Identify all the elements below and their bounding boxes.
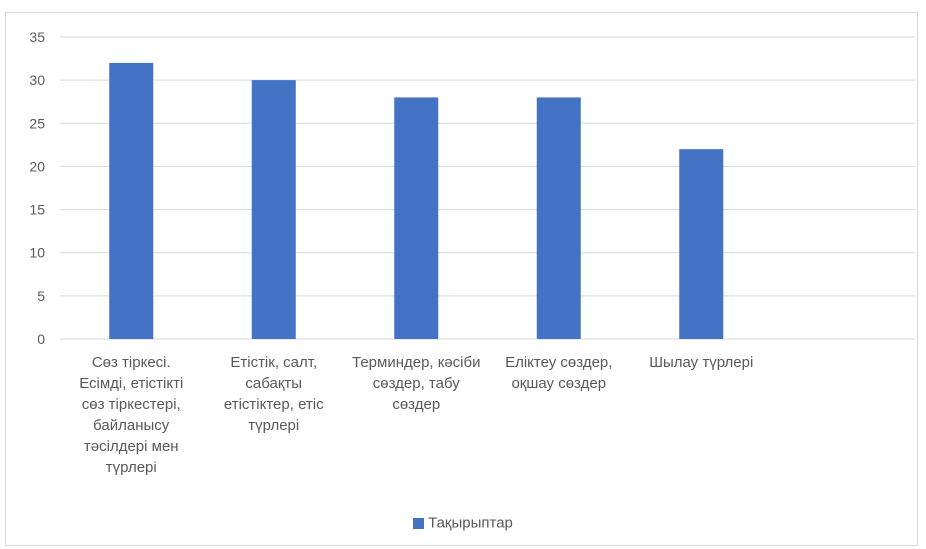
x-category-label: Сөз тіркесі. Есімді, етістікті сөз тірке… xyxy=(79,354,184,476)
bar-3 xyxy=(394,97,439,340)
chart-frame xyxy=(5,12,918,546)
legend-label: Тақырыптар xyxy=(428,514,513,532)
bar-5 xyxy=(679,149,724,339)
y-tick-label: 10 xyxy=(29,245,45,261)
y-tick-label: 25 xyxy=(29,115,45,131)
legend-swatch xyxy=(413,517,425,529)
bar-2 xyxy=(251,80,296,340)
legend: Тақырыптар xyxy=(0,514,926,532)
y-tick-label: 15 xyxy=(29,202,45,218)
x-category-label: Терминдер, кәсіби сөздер, табу сөздер xyxy=(352,354,481,413)
x-category-label: Етістік, салт, сабақты етістіктер, етіс … xyxy=(223,354,324,434)
bar-1 xyxy=(109,62,154,340)
x-category-label: Еліктеу сөздер, оқшау сөздер xyxy=(505,354,613,392)
bar-4 xyxy=(536,97,581,340)
y-tick-label: 35 xyxy=(29,29,45,45)
y-tick-label: 0 xyxy=(37,331,45,347)
y-tick-label: 5 xyxy=(37,288,45,304)
y-tick-label: 30 xyxy=(29,72,45,88)
x-category-label: Шылау түрлері xyxy=(649,354,754,371)
y-tick-label: 20 xyxy=(29,158,45,174)
